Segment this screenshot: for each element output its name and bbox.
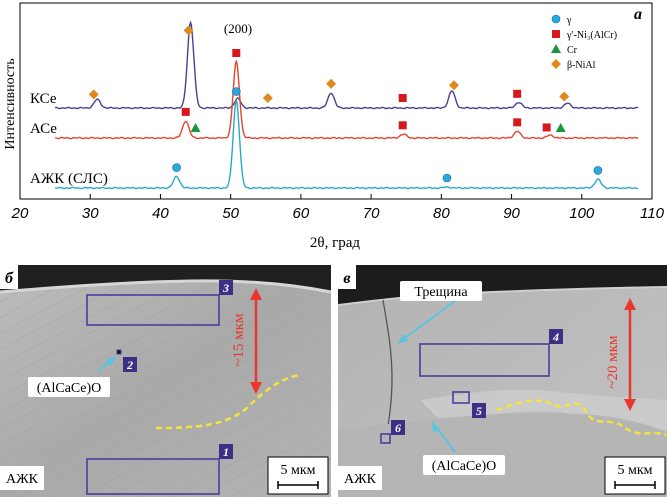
corner-label-v: АЖК (344, 472, 377, 487)
x-tick-label: 110 (640, 205, 665, 222)
series-label: АЖК (СЛС) (30, 171, 108, 187)
diamond-marker (183, 25, 194, 36)
box-label-3: 3 (222, 281, 229, 295)
peak-label: (200) (224, 21, 252, 36)
analysis-box-2 (116, 349, 122, 355)
x-tick-label: 40 (152, 205, 169, 222)
x-axis-label: 2θ, град (310, 235, 360, 251)
x-tick-label: 20 (11, 205, 29, 222)
diamond-marker (559, 91, 570, 102)
legend-label: γ′-Ni₃(AlCr) (566, 30, 617, 41)
analysis-box-4 (419, 343, 550, 377)
y-axis-label: Интенсивность (3, 58, 18, 149)
triangle-marker (551, 44, 561, 53)
circle-marker (231, 87, 241, 96)
thickness-arrow-v (624, 298, 636, 411)
square-marker (398, 121, 407, 130)
micrograph-v: 4 5 6 ~20 мкм Трещина (AlCaCe)O в (337, 265, 667, 497)
diamond-marker (88, 89, 99, 100)
x-tick-label: 90 (503, 205, 520, 222)
diamond-marker (551, 59, 561, 69)
square-marker (232, 49, 241, 57)
crack-pointer (397, 300, 456, 344)
panel-label-b: б (5, 270, 14, 287)
square-marker (398, 94, 407, 102)
series-line (55, 59, 639, 140)
panel-label-v: в (343, 270, 350, 287)
series-line (55, 98, 638, 190)
interface-line-v (496, 399, 667, 437)
crack-line (382, 299, 393, 441)
x-tick-label: 30 (82, 205, 99, 222)
square-marker (513, 118, 522, 127)
series-label: АСе (30, 121, 57, 137)
phase-label-v: (AlCaCe)O (432, 459, 497, 474)
diamond-marker (326, 78, 337, 89)
scale-bar-label-b: 5 мкм (280, 463, 315, 478)
x-tick-label: 60 (293, 205, 310, 222)
thickness-label-v: ~20 мкм (605, 335, 621, 389)
scale-bar-label-v: 5 мкм (617, 463, 652, 478)
diamond-marker (262, 93, 273, 103)
box-label-4: 4 (552, 330, 559, 344)
series-labels: КСе АСе АЖК (СЛС) (30, 91, 108, 187)
analysis-box-6 (380, 433, 391, 444)
x-tick-label: 100 (569, 205, 595, 222)
legend-label: β-NiAl (567, 60, 596, 71)
box-label-5: 5 (476, 404, 482, 418)
plot-frame (19, 2, 653, 200)
micrograph-b: 3 2 1 ~15 мкм (AlCaCe)O б АЖК 5 мкм (0, 265, 332, 497)
square-marker (542, 123, 551, 132)
series-label: КСе (30, 91, 57, 107)
series-line (55, 20, 639, 110)
x-ticks: 20 30 40 50 60 70 80 90 100 110 (11, 194, 665, 222)
circle-marker (551, 14, 561, 24)
phase-pointer-v (432, 421, 456, 453)
box-label-6: 6 (395, 421, 401, 435)
square-marker (181, 107, 190, 116)
legend: γ γ′-Ni₃(AlCr) Cr β-NiAl (551, 14, 617, 71)
circle-marker (172, 163, 181, 172)
phase-label-b: (AlCaCe)O (37, 381, 102, 396)
x-tick-label: 80 (433, 205, 450, 222)
phase-pointer-b (97, 356, 116, 372)
x-tick-label: 50 (222, 205, 239, 222)
series-group (55, 20, 639, 190)
crack-label: Трещина (414, 285, 468, 300)
panel-label-a: а (634, 6, 642, 23)
phase-markers (88, 25, 603, 183)
analysis-box-1 (86, 458, 220, 495)
triangle-marker (190, 123, 201, 132)
circle-marker (593, 166, 603, 175)
thickness-label-b: ~15 мкм (231, 313, 247, 367)
legend-label: Cr (567, 45, 578, 56)
analysis-box-5 (452, 391, 470, 404)
x-tick-label: 70 (363, 205, 380, 222)
legend-label: γ (566, 15, 572, 26)
square-marker (552, 30, 560, 38)
triangle-marker (555, 123, 566, 132)
circle-marker (442, 173, 452, 183)
analysis-box-3 (86, 294, 220, 326)
corner-label-b: АЖК (6, 472, 39, 487)
thickness-arrow-b (250, 288, 262, 394)
box-label-1: 1 (223, 445, 229, 459)
box-label-2: 2 (126, 358, 133, 372)
diamond-marker (448, 80, 459, 91)
interface-line-b (155, 373, 301, 430)
square-marker (513, 89, 522, 98)
xrd-chart: 20 30 40 50 60 70 80 90 100 110 КСе АСе АЖК (СЛС) И… (3, 2, 665, 251)
